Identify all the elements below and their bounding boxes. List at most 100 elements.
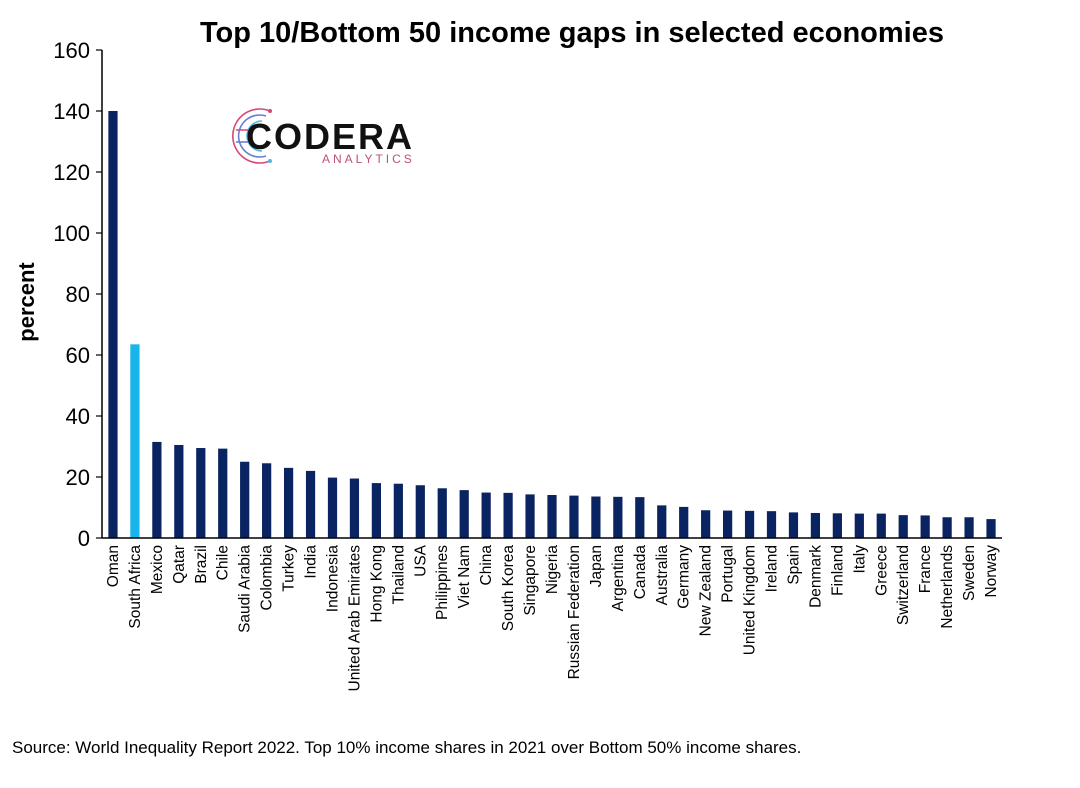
x-tick-label: Australia xyxy=(654,545,671,606)
y-tick-label: 160 xyxy=(53,38,90,63)
x-tick-label: Brazil xyxy=(193,545,210,584)
x-tick-label: Canada xyxy=(632,545,649,600)
x-axis-ticks: Oman South Africa Mexico Qatar Brazil Chile Sa… xyxy=(105,544,1000,691)
bar-switzerland xyxy=(898,515,908,538)
bar-united-arab-emirates xyxy=(349,478,360,538)
bar-greece xyxy=(876,513,886,538)
x-tick-label: Mexico xyxy=(149,545,166,594)
source-note: Source: World Inequality Report 2022. To… xyxy=(12,738,801,757)
codera-logo: CODERA ANALYTICS xyxy=(232,108,415,166)
bar-india xyxy=(305,470,316,538)
x-tick-label: New Zealand xyxy=(698,545,715,636)
bar-italy xyxy=(854,513,864,538)
y-tick-label: 20 xyxy=(66,465,90,490)
logo-main-text: CODERA xyxy=(246,116,414,157)
x-tick-label: Sweden xyxy=(961,545,978,601)
bar-france xyxy=(920,515,930,538)
y-tick-label: 140 xyxy=(53,99,90,124)
x-tick-label: Viet Nam xyxy=(456,545,473,608)
bar-thailand xyxy=(393,483,403,538)
x-tick-label: Chile xyxy=(215,545,232,580)
x-tick-label: Colombia xyxy=(259,545,276,611)
chart-title: Top 10/Bottom 50 income gaps in selected… xyxy=(200,17,944,49)
bar-australia xyxy=(657,505,667,538)
x-tick-label: Ireland xyxy=(764,545,781,592)
bar-nigeria xyxy=(547,494,557,538)
x-tick-label: Denmark xyxy=(807,545,824,608)
x-tick-label: United Arab Emirates xyxy=(346,545,363,692)
x-tick-label: Germany xyxy=(676,545,693,609)
bar-ireland xyxy=(766,511,777,538)
bar-germany xyxy=(679,506,689,538)
bar-united-kingdom xyxy=(744,510,755,538)
x-tick-label: South Africa xyxy=(127,545,144,629)
y-axis-label: percent xyxy=(14,262,39,342)
bar-norway xyxy=(986,519,996,538)
bar-colombia xyxy=(262,463,272,538)
x-tick-label: Singapore xyxy=(522,545,539,616)
x-tick-label: Spain xyxy=(785,545,802,585)
x-tick-label: Argentina xyxy=(610,545,627,612)
bar-china xyxy=(481,492,491,538)
x-tick-label: France xyxy=(917,545,934,593)
x-tick-label: Switzerland xyxy=(895,545,912,625)
circuit-c-icon xyxy=(232,108,272,164)
x-tick-label: China xyxy=(478,545,495,586)
bar-sweden xyxy=(964,517,974,538)
x-tick-label: Russian Federation xyxy=(566,545,583,679)
bar-oman xyxy=(108,111,118,538)
logo-sub-text: ANALYTICS xyxy=(322,152,415,166)
x-tick-label: Norway xyxy=(983,545,1000,598)
bar-finland xyxy=(832,513,842,538)
x-tick-label: Portugal xyxy=(720,545,737,603)
x-tick-label: Nigeria xyxy=(544,545,561,594)
x-tick-label: Philippines xyxy=(434,545,451,620)
y-tick-label: 60 xyxy=(66,343,90,368)
bar-saudi-arabia xyxy=(240,461,250,538)
y-tick-label: 80 xyxy=(66,282,90,307)
bar-brazil xyxy=(196,448,206,538)
bar-singapore xyxy=(525,494,535,538)
y-tick-label: 120 xyxy=(53,160,90,185)
x-tick-label: Netherlands xyxy=(939,545,956,629)
x-tick-label: Qatar xyxy=(171,545,188,584)
bar-netherlands xyxy=(942,517,952,538)
x-tick-label: Italy xyxy=(851,545,868,574)
bar-chile xyxy=(218,448,228,538)
x-tick-label: United Kingdom xyxy=(742,545,759,655)
bar-spain xyxy=(788,512,799,538)
bar-new-zealand xyxy=(701,510,711,538)
bar-canada xyxy=(635,497,645,538)
bar-south-korea xyxy=(503,492,513,538)
x-tick-label: South Korea xyxy=(500,545,517,632)
bar-portugal xyxy=(723,510,733,538)
bar-argentina xyxy=(613,496,623,538)
y-axis-ticks: 0 20 40 60 80 100 120 140 160 xyxy=(53,38,102,551)
bars xyxy=(108,111,996,538)
y-tick-label: 0 xyxy=(78,526,90,551)
x-tick-label: Saudi Arabia xyxy=(237,545,254,633)
x-tick-label: Finland xyxy=(829,545,846,596)
y-tick-label: 40 xyxy=(66,404,90,429)
bar-japan xyxy=(591,496,601,538)
bar-mexico xyxy=(152,441,162,538)
x-tick-label: Turkey xyxy=(281,545,298,592)
x-tick-label: Indonesia xyxy=(324,545,341,613)
bar-viet-nam xyxy=(459,490,469,538)
bar-indonesia xyxy=(327,477,338,538)
x-tick-label: USA xyxy=(412,544,429,577)
x-tick-label: Greece xyxy=(873,545,890,596)
x-tick-label: India xyxy=(303,545,320,579)
bar-usa xyxy=(415,485,425,538)
y-tick-label: 100 xyxy=(53,221,90,246)
x-tick-label: Japan xyxy=(588,545,605,587)
bar-russian-federation xyxy=(569,495,579,538)
x-tick-label: Oman xyxy=(105,545,122,587)
bar-turkey xyxy=(283,467,294,538)
bar-hong-kong xyxy=(371,483,381,538)
bar-philippines xyxy=(437,488,447,538)
bar-qatar xyxy=(174,444,184,538)
x-tick-label: Hong Kong xyxy=(368,545,385,623)
x-tick-label: Thailand xyxy=(390,545,407,604)
